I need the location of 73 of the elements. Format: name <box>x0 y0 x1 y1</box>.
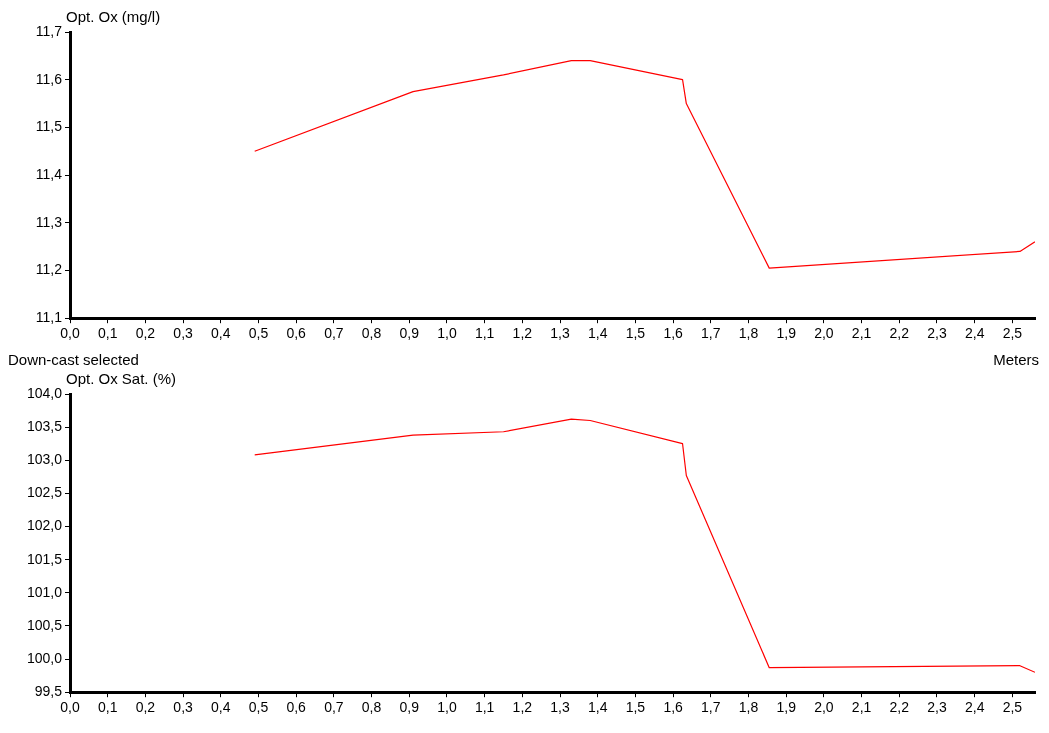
y-tick-label: 11,7 <box>35 22 63 39</box>
x-tick-label: 2,0 <box>814 325 834 342</box>
y-tick-label: 103,0 <box>26 451 63 468</box>
x-tick-label: 1,3 <box>550 325 570 342</box>
x-tick-label: 0,1 <box>97 325 118 342</box>
x-tick-label: 1,5 <box>625 699 646 716</box>
x-tick-label: 1,6 <box>663 325 684 342</box>
x-tick-label: 1,2 <box>512 699 533 716</box>
x-tick-label: 2,2 <box>889 325 910 342</box>
y-tick-label: 101,5 <box>26 550 63 567</box>
x-tick-label: 1,0 <box>437 325 457 342</box>
x-tick-label: 2,2 <box>889 699 910 716</box>
y-axis-title: Opt. Ox Sat. (%) <box>66 369 177 387</box>
y-axis-title: Opt. Ox (mg/l) <box>66 7 161 25</box>
y-tick-label: 11,5 <box>35 118 63 135</box>
x-tick-label: 0,4 <box>211 699 231 716</box>
y-tick-label: 11,6 <box>35 70 63 87</box>
y-tick-label: 102,5 <box>26 484 63 501</box>
x-tick-label: 0,8 <box>361 325 382 342</box>
y-tick-label: 101,0 <box>26 583 63 600</box>
x-tick-label: 2,1 <box>851 699 872 716</box>
x-tick-label: 1,7 <box>701 325 721 342</box>
x-tick-label: 0,7 <box>324 325 344 342</box>
x-tick-label: 2,5 <box>1002 699 1023 716</box>
x-tick-label: 1,9 <box>776 325 797 342</box>
x-tick-label: 0,5 <box>248 325 269 342</box>
x-tick-label: 1,1 <box>474 325 495 342</box>
y-tick-label: 104,0 <box>26 384 63 401</box>
x-tick-label: 1,5 <box>625 325 646 342</box>
x-axis-title: Meters <box>993 350 1039 368</box>
y-tick-label: 99,5 <box>34 683 63 700</box>
x-tick-label: 1,6 <box>663 699 684 716</box>
y-tick-label: 11,1 <box>35 309 63 326</box>
x-tick-label: 0,7 <box>324 699 344 716</box>
x-tick-label: 2,3 <box>927 699 947 716</box>
x-tick-label: 0,0 <box>60 325 80 342</box>
x-tick-label: 0,9 <box>399 325 420 342</box>
y-tick-label: 103,5 <box>26 417 63 434</box>
x-tick-label: 1,7 <box>701 699 721 716</box>
x-tick-label: 2,4 <box>964 699 985 716</box>
x-tick-label: 1,4 <box>588 699 608 716</box>
x-tick-label: 0,3 <box>173 325 194 342</box>
x-tick-label: 2,4 <box>964 325 985 342</box>
x-tick-label: 1,3 <box>550 699 570 716</box>
y-tick-label: 11,4 <box>35 165 63 182</box>
y-tick-label: 102,0 <box>26 517 63 534</box>
x-tick-label: 2,0 <box>814 699 834 716</box>
x-tick-label: 1,0 <box>437 699 457 716</box>
x-tick-label: 0,4 <box>211 325 231 342</box>
x-tick-label: 0,1 <box>97 699 118 716</box>
x-tick-label: 0,0 <box>60 699 80 716</box>
x-tick-label: 1,8 <box>738 325 759 342</box>
x-tick-label: 2,3 <box>927 325 947 342</box>
x-tick-label: 0,2 <box>135 699 156 716</box>
x-tick-label: 0,3 <box>173 699 194 716</box>
x-tick-label: 0,2 <box>135 325 156 342</box>
x-tick-label: 0,8 <box>361 699 382 716</box>
y-tick-label: 11,2 <box>35 261 63 278</box>
x-tick-label: 1,4 <box>588 325 608 342</box>
y-tick-label: 11,3 <box>35 213 63 230</box>
text: Down-cast selected <box>8 350 139 368</box>
x-tick-label: 2,1 <box>851 325 872 342</box>
x-tick-label: 1,1 <box>474 699 495 716</box>
x-tick-label: 1,8 <box>738 699 759 716</box>
y-tick-label: 100,0 <box>26 649 63 666</box>
x-tick-label: 1,2 <box>512 325 533 342</box>
x-tick-label: 0,5 <box>248 699 269 716</box>
x-tick-label: 0,9 <box>399 699 420 716</box>
y-tick-label: 100,5 <box>26 616 63 633</box>
x-tick-label: 1,9 <box>776 699 797 716</box>
x-tick-label: 0,6 <box>286 699 307 716</box>
x-tick-label: 0,6 <box>286 325 307 342</box>
x-tick-label: 2,5 <box>1002 325 1023 342</box>
